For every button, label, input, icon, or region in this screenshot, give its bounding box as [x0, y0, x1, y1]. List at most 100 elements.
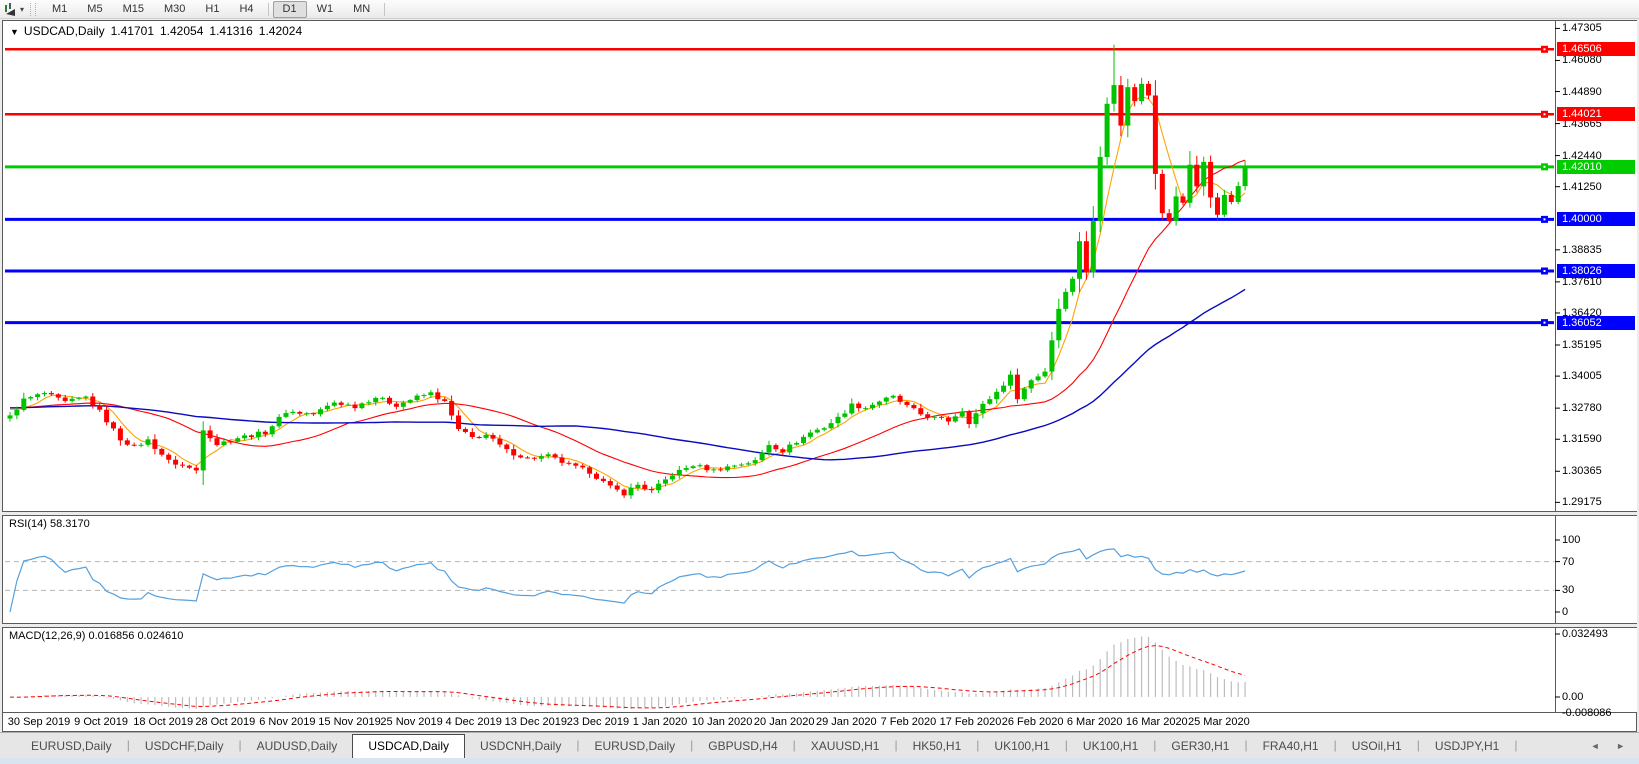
date-label: 4 Dec 2019	[445, 716, 502, 728]
rsi-axis[interactable]	[1555, 516, 1637, 623]
date-label: 16 Mar 2020	[1125, 716, 1188, 728]
price-tick-label: 1.46080	[1562, 54, 1602, 67]
macd-max-label: 0.032493	[1562, 627, 1608, 640]
chart-tab-uk100-h1[interactable]: UK100,H1	[1082, 739, 1139, 753]
timeframe-button-h4[interactable]: H4	[239, 2, 254, 15]
timeframe-button-m30[interactable]: M30	[163, 2, 186, 15]
date-label: 25 Nov 2019	[380, 716, 443, 728]
timeframe-button-h1[interactable]: H1	[205, 2, 220, 15]
price-line-badge: 1.40000	[1557, 212, 1635, 227]
symbol-period-label: USDCAD,Daily	[23, 24, 105, 38]
chart-tab-xauusd-h1[interactable]: XAUUSD,H1	[810, 739, 880, 753]
ohlc-high: 1.42054	[160, 24, 204, 38]
chart-tab-usoil-h1[interactable]: USOil,H1	[1351, 739, 1402, 753]
tab-separator: |	[894, 738, 898, 752]
price-line-badge: 1.36052	[1557, 315, 1635, 330]
price-tick-label: 1.29175	[1562, 496, 1602, 509]
date-label: 26 Feb 2020	[1001, 716, 1064, 728]
chart-tab-usdcad-daily[interactable]: USDCAD,Daily	[352, 734, 465, 758]
rsi-indicator-label: RSI(14) 58.3170	[9, 518, 90, 530]
tab-separator: |	[1416, 738, 1420, 752]
status-strip	[0, 758, 1639, 764]
price-line-badge: 1.38026	[1557, 263, 1635, 278]
rsi-tick-label: 100	[1562, 534, 1581, 546]
date-label: 15 Nov 2019	[318, 716, 381, 728]
chart-title: ▼ USDCAD,Daily 1.41701 1.42054 1.41316 1.4202…	[10, 24, 302, 38]
tab-separator: |	[238, 738, 242, 752]
tab-separator: |	[1514, 738, 1518, 752]
price-tick-label: 1.47305	[1562, 22, 1602, 35]
ohlc-close: 1.42024	[258, 24, 303, 38]
tab-scroll-arrows: ◄ ►	[1577, 741, 1625, 751]
chart-tab-uk100-h1[interactable]: UK100,H1	[994, 739, 1050, 753]
tab-separator: |	[1153, 738, 1157, 752]
date-label: 1 Jan 2020	[632, 716, 688, 728]
timeframe-button-m5[interactable]: M5	[87, 2, 103, 15]
macd-axis[interactable]	[1555, 628, 1637, 712]
chart-tab-eurusd-daily[interactable]: EURUSD,Daily	[31, 739, 112, 753]
tab-separator: |	[126, 738, 130, 752]
price-tick-label: 1.32780	[1562, 402, 1602, 415]
timeframe-button-d1[interactable]: D1	[272, 0, 307, 18]
date-label: 29 Jan 2020	[816, 716, 877, 728]
tab-separator: |	[1064, 738, 1068, 752]
chart-tab-usdchf-daily[interactable]: USDCHF,Daily	[144, 739, 224, 753]
rsi-tick-label: 30	[1562, 584, 1575, 597]
chart-tab-eurusd-daily[interactable]: EURUSD,Daily	[594, 739, 676, 753]
rsi-tick-label: 0	[1562, 606, 1569, 618]
date-label: 7 Feb 2020	[880, 716, 937, 728]
tab-scroll-right-icon[interactable]: ►	[1616, 741, 1625, 751]
price-line-badge: 1.44021	[1557, 107, 1635, 122]
date-label: 10 Jan 2020	[691, 716, 753, 728]
price-tick-label: 1.37610	[1562, 275, 1602, 288]
price-tick-label: 1.34005	[1562, 370, 1602, 383]
price-line-badge: 1.46506	[1557, 42, 1635, 57]
date-label: 28 Oct 2019	[195, 716, 256, 728]
rsi-tick-label: 70	[1562, 555, 1575, 568]
price-tick-label: 1.42440	[1562, 149, 1602, 162]
timeframe-button-w1[interactable]: W1	[316, 2, 334, 15]
chart-tab-fra40-h1[interactable]: FRA40,H1	[1262, 739, 1319, 753]
price-tick-label: 1.44890	[1562, 85, 1602, 98]
tab-scroll-left-icon[interactable]: ◄	[1590, 741, 1600, 751]
price-tick-label: 1.35195	[1562, 338, 1602, 351]
rsi-panel[interactable]	[2, 515, 1637, 624]
date-label: 6 Nov 2019	[259, 716, 316, 728]
chart-tab-audusd-daily[interactable]: AUDUSD,Daily	[256, 739, 338, 753]
date-label: 17 Feb 2020	[939, 716, 1002, 728]
timeframe-buttons: M1 M5 M15 M30 H1 H4 D1 W1 MN	[42, 0, 389, 18]
chart-tab-hk50-h1[interactable]: HK50,H1	[912, 739, 962, 753]
price-tick-label: 1.41250	[1562, 180, 1602, 193]
timeframe-button-mn[interactable]: MN	[353, 2, 371, 15]
chart-tab-usdjpy-h1[interactable]: USDJPY,H1	[1434, 739, 1500, 753]
toolbar-grip[interactable]	[30, 2, 37, 16]
chart-tab-usdcnh-daily[interactable]: USDCNH,Daily	[480, 739, 562, 753]
date-label: 23 Dec 2019	[566, 716, 630, 728]
price-line-badge: 1.42010	[1557, 159, 1635, 174]
collapse-triangle-icon[interactable]: ▼	[10, 27, 19, 37]
price-tick-label: 1.31590	[1562, 433, 1602, 446]
chart-tool-dropdown-icon[interactable]: ▾	[20, 4, 25, 14]
timeframe-toolbar: ▾ M1 M5 M15 M30 H1 H4 D1 W1 MN	[0, 0, 1639, 19]
tab-separator: |	[1244, 738, 1248, 752]
price-tick-label: 1.38835	[1562, 243, 1602, 256]
chart-tab-bar: EURUSD,Daily | USDCHF,Daily | AUDUSD,Daily US…	[0, 732, 1639, 758]
chart-tab-gbpusd-h4[interactable]: GBPUSD,H4	[708, 739, 778, 753]
tab-separator: |	[1333, 738, 1337, 752]
macd-zero-label: 0.00	[1562, 691, 1584, 703]
timeframe-button-m15[interactable]: M15	[122, 2, 144, 15]
tab-separator: |	[576, 738, 580, 752]
chart-tool-icon[interactable]	[3, 2, 19, 17]
price-chart-panel[interactable]	[2, 20, 1637, 512]
macd-indicator-label: MACD(12,26,9) 0.016856 0.024610	[9, 630, 184, 642]
tab-separator: |	[690, 738, 694, 752]
macd-panel[interactable]	[2, 627, 1637, 713]
date-label: 6 Mar 2020	[1066, 716, 1123, 728]
macd-min-label: -0.008086	[1562, 706, 1612, 719]
toolbar-separator	[267, 2, 269, 16]
ohlc-low: 1.41316	[209, 24, 253, 38]
chart-tab-ger30-h1[interactable]: GER30,H1	[1171, 739, 1230, 753]
time-axis[interactable]: 30 Sep 2019 9 Oct 2019 18 Oct 2019 28 Oct 2…	[2, 713, 1637, 732]
timeframe-button-m1[interactable]: M1	[52, 2, 68, 15]
